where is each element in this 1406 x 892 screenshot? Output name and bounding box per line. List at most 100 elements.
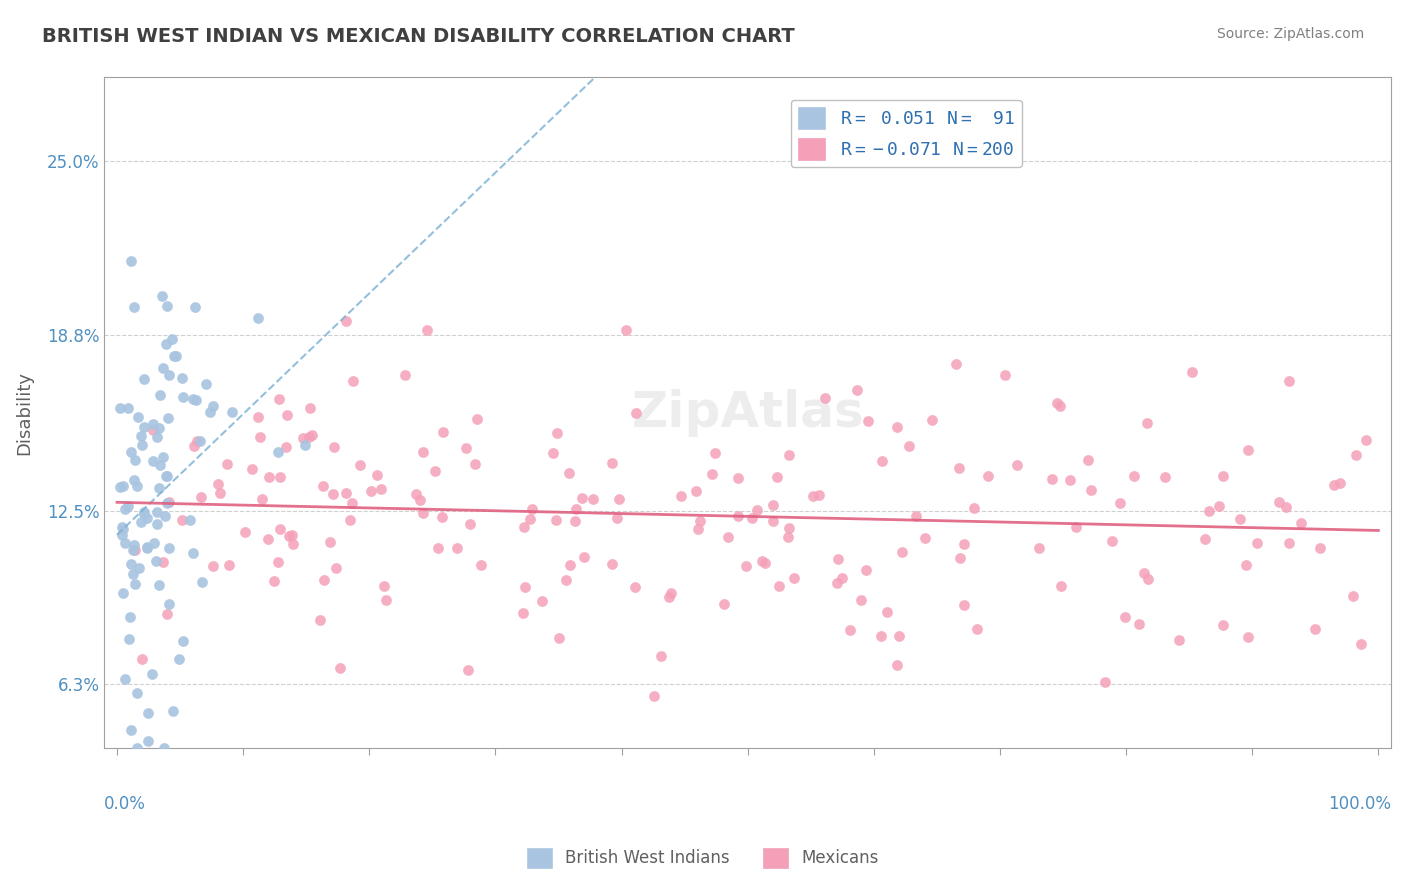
Point (257, 469, 280, 483)
Point (170, 371, 193, 385)
Point (149, 388, 172, 402)
Point (827, 551, 849, 566)
Point (416, 322, 439, 336)
Point (464, 457, 486, 471)
Point (136, 733, 159, 747)
Point (118, 632, 141, 646)
Point (813, 391, 835, 405)
Point (546, 513, 568, 527)
Point (839, 623, 862, 637)
Point (267, 555, 290, 569)
Point (108, 401, 131, 416)
Point (269, 470, 291, 484)
Point (914, 531, 936, 545)
Point (858, 414, 880, 428)
Point (1049, 399, 1071, 413)
Text: 0.0%: 0.0% (104, 796, 146, 814)
Point (122, 566, 145, 581)
Point (953, 537, 976, 551)
Point (700, 467, 723, 482)
Point (1005, 458, 1028, 473)
Point (129, 428, 152, 442)
Point (1237, 630, 1260, 644)
Point (221, 405, 243, 419)
Point (298, 401, 321, 416)
Point (157, 368, 180, 382)
Point (432, 425, 454, 440)
Point (890, 545, 912, 559)
Point (111, 479, 134, 493)
Point (125, 686, 148, 700)
Point (1208, 499, 1230, 513)
Point (325, 561, 347, 575)
Point (114, 672, 136, 686)
Point (1267, 495, 1289, 509)
Point (283, 537, 305, 551)
Point (124, 576, 146, 591)
Point (136, 706, 159, 721)
Point (921, 413, 943, 427)
Point (278, 529, 301, 543)
Point (263, 574, 285, 589)
Point (149, 458, 172, 473)
Point (162, 704, 184, 718)
Point (762, 498, 785, 512)
Point (201, 558, 224, 573)
Point (1212, 617, 1234, 632)
Point (1128, 616, 1150, 631)
Point (135, 540, 157, 554)
Point (520, 502, 543, 516)
Point (1194, 533, 1216, 547)
Point (112, 586, 135, 600)
Point (111, 528, 134, 542)
Point (276, 408, 298, 422)
Point (257, 532, 280, 546)
Point (179, 513, 201, 527)
Point (145, 430, 167, 444)
Point (148, 421, 170, 435)
Point (765, 470, 787, 484)
Point (183, 546, 205, 560)
Point (1181, 365, 1204, 379)
Point (373, 579, 395, 593)
Point (515, 580, 537, 594)
Point (215, 458, 238, 472)
Point (150, 289, 173, 303)
Point (945, 357, 967, 371)
Point (186, 434, 208, 449)
Point (1278, 535, 1301, 549)
Point (124, 473, 146, 487)
Point (1094, 675, 1116, 690)
Point (319, 534, 342, 549)
Point (247, 410, 270, 425)
Point (558, 466, 581, 480)
Point (235, 525, 257, 540)
Point (370, 482, 392, 496)
Point (565, 502, 588, 516)
Point (322, 487, 344, 501)
Point (148, 481, 170, 495)
Point (190, 434, 212, 449)
Text: ZipAtlas: ZipAtlas (631, 389, 865, 437)
Point (600, 558, 623, 572)
Point (778, 448, 800, 462)
Point (207, 477, 229, 491)
Point (142, 453, 165, 467)
Point (117, 499, 139, 513)
Point (131, 438, 153, 452)
Point (870, 453, 893, 467)
Point (157, 597, 180, 611)
Point (156, 299, 179, 313)
Point (1237, 442, 1260, 457)
Point (152, 360, 174, 375)
Point (966, 622, 988, 636)
Point (659, 586, 682, 600)
Point (432, 509, 454, 524)
Point (1346, 448, 1368, 462)
Point (156, 496, 179, 510)
Point (886, 658, 908, 673)
Point (768, 579, 790, 593)
Point (530, 594, 553, 608)
Point (112, 522, 135, 536)
Point (160, 332, 183, 346)
